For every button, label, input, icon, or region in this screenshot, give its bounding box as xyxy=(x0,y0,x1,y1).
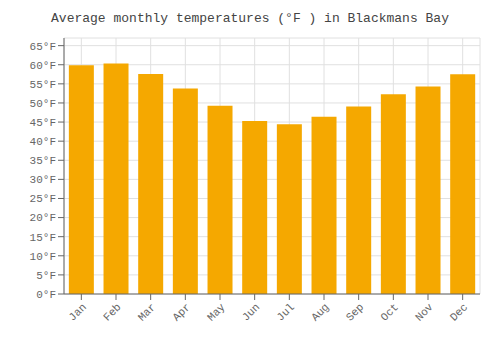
svg-text:10°F: 10°F xyxy=(30,251,56,263)
svg-text:35°F: 35°F xyxy=(30,155,56,167)
svg-text:May: May xyxy=(205,301,228,324)
svg-text:55°F: 55°F xyxy=(30,79,56,91)
svg-text:Oct: Oct xyxy=(378,301,400,323)
svg-text:Dec: Dec xyxy=(448,301,470,323)
html-text:Average monthly temperatures (: Average monthly temperatures (°F ) in Bl… xyxy=(51,11,449,26)
svg-text:Jul: Jul xyxy=(274,301,296,323)
svg-text:Jan: Jan xyxy=(66,301,88,323)
svg-text:0°F: 0°F xyxy=(36,289,56,301)
svg-text:Mar: Mar xyxy=(136,301,158,323)
svg-text:Apr: Apr xyxy=(170,301,192,323)
svg-text:25°F: 25°F xyxy=(30,193,56,205)
svg-text:40°F: 40°F xyxy=(30,136,56,148)
svg-text:Jun: Jun xyxy=(240,301,262,323)
svg-text:50°F: 50°F xyxy=(30,98,56,110)
svg-text:45°F: 45°F xyxy=(30,117,56,129)
svg-text:Sep: Sep xyxy=(344,301,366,323)
svg-text:30°F: 30°F xyxy=(30,174,56,186)
svg-text:Aug: Aug xyxy=(309,301,331,323)
svg-text:Nov: Nov xyxy=(413,301,436,324)
svg-text:15°F: 15°F xyxy=(30,232,56,244)
svg-text:5°F: 5°F xyxy=(36,270,56,282)
svg-text:65°F: 65°F xyxy=(30,41,56,53)
svg-text:Feb: Feb xyxy=(101,301,123,323)
svg-text:20°F: 20°F xyxy=(30,212,56,224)
svg-text:60°F: 60°F xyxy=(30,60,56,72)
